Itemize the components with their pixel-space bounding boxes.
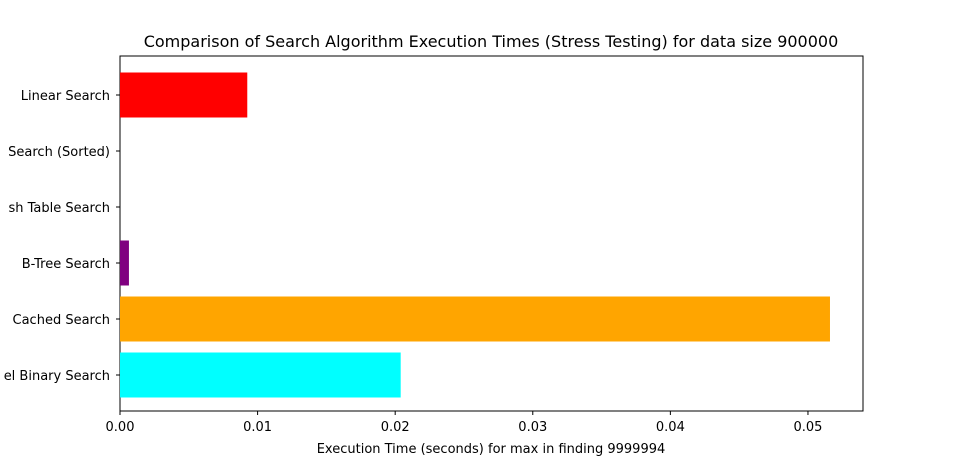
x-tick-label-1: 0.01 [243,420,272,435]
x-tick-label-0: 0.00 [106,420,135,435]
y-tick-label-5: el Binary Search [4,369,110,384]
y-tick-label-0: Linear Search [21,89,110,104]
x-tick-label-3: 0.03 [518,420,547,435]
x-tick-label-5: 0.05 [793,420,822,435]
x-axis-label: Execution Time (seconds) for max in find… [317,442,666,457]
y-tick-label-2: sh Table Search [8,201,110,216]
bar-0 [120,72,248,118]
bar-4 [120,296,830,342]
bar-5 [120,352,401,398]
y-tick-labels: Linear Search Search (Sorted) sh Table Sea… [4,89,120,384]
chart-title: Comparison of Search Algorithm Execution… [144,32,839,51]
x-tick-label-4: 0.04 [656,420,685,435]
y-tick-label-1: Search (Sorted) [8,145,110,160]
y-tick-label-3: B-Tree Search [22,257,110,272]
x-ticks: 0.00 0.01 0.02 0.03 0.04 0.05 [106,411,822,435]
bar-3 [120,240,129,286]
x-tick-label-2: 0.02 [381,420,410,435]
y-tick-label-4: Cached Search [13,313,110,328]
bars [120,72,830,398]
